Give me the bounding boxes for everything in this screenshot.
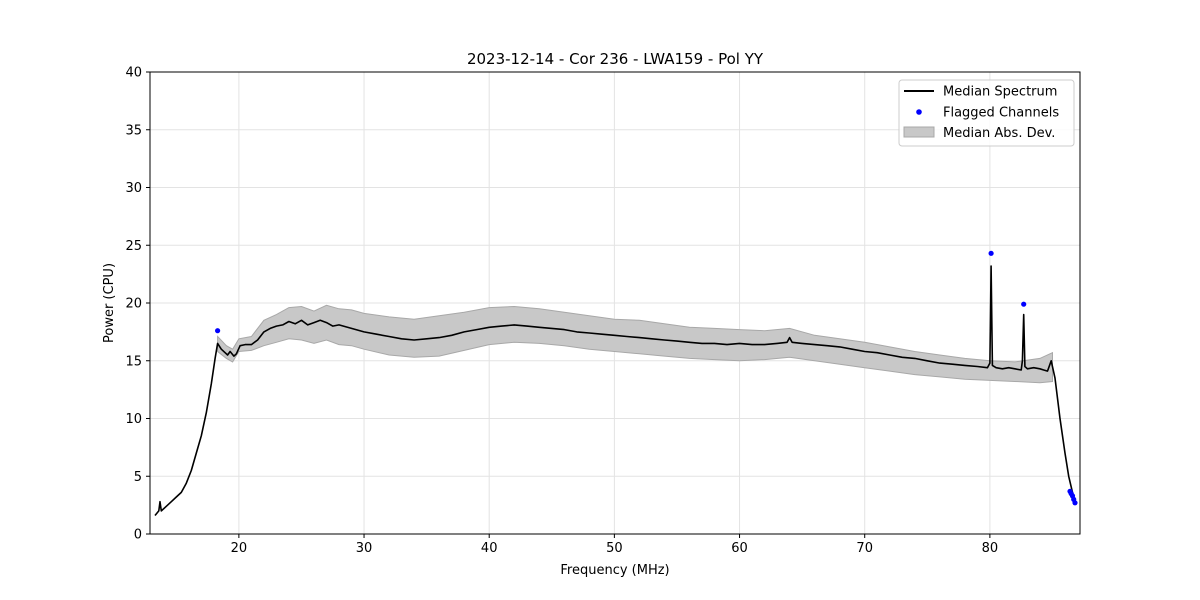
legend-marker-swatch [916,109,922,115]
flagged-channel-point [1021,301,1027,307]
legend-label-median-spectrum: Median Spectrum [943,85,1057,100]
legend-item-median-abs-dev: Median Abs. Dev. [903,126,1055,141]
y-tick-label: 20 [125,297,142,312]
legend-patch-swatch [903,126,935,138]
x-tick-label: 80 [982,541,999,556]
x-tick-label: 30 [356,541,373,556]
x-tick-label: 60 [731,541,748,556]
median-spectrum-path [154,265,1076,517]
legend-box [898,79,1075,147]
flagged-channel-point [988,250,994,256]
median-spectrum-line [154,265,1076,517]
legend: Median Spectrum Flagged Channels Median … [898,79,1075,147]
legend-label-flagged-channels: Flagged Channels [943,106,1059,121]
x-axis-label: Frequency (MHz) [560,563,669,578]
y-tick-label: 30 [125,181,142,196]
flagged-channel-point [215,328,221,334]
y-tick-label: 0 [134,528,142,543]
legend-item-median-spectrum: Median Spectrum [904,85,1057,100]
y-tick-label: 35 [125,123,142,138]
flagged-channels-points [215,250,1078,506]
legend-item-flagged-channels: Flagged Channels [916,106,1059,121]
legend-label-median-abs-dev: Median Abs. Dev. [943,126,1055,141]
x-tick-label: 70 [856,541,873,556]
x-tick-label: 50 [606,541,623,556]
mad-band-area [217,304,1053,384]
y-tick-label: 5 [134,470,142,485]
y-tick-label: 25 [125,239,142,254]
y-tick-label: 10 [125,412,142,427]
axis-ticks: 20 30 40 50 60 70 80 0 5 10 15 20 25 30 35 40 [125,66,998,557]
y-tick-label: 15 [125,354,142,369]
flagged-channel-point [1072,500,1078,506]
x-tick-label: 20 [231,541,248,556]
y-tick-label: 40 [125,66,142,81]
x-tick-label: 40 [481,541,498,556]
y-axis-label: Power (CPU) [102,263,117,343]
median-abs-dev-band [217,304,1053,384]
chart-title: 2023-12-14 - Cor 236 - LWA159 - Pol YY [467,50,764,68]
